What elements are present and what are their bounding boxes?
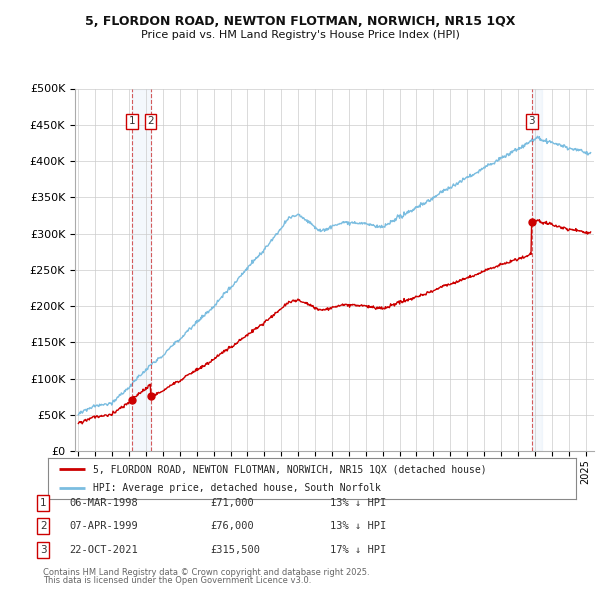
Text: 1: 1	[40, 498, 47, 507]
Text: 5, FLORDON ROAD, NEWTON FLOTMAN, NORWICH, NR15 1QX (detached house): 5, FLORDON ROAD, NEWTON FLOTMAN, NORWICH…	[93, 464, 487, 474]
Text: 5, FLORDON ROAD, NEWTON FLOTMAN, NORWICH, NR15 1QX: 5, FLORDON ROAD, NEWTON FLOTMAN, NORWICH…	[85, 15, 515, 28]
Text: Contains HM Land Registry data © Crown copyright and database right 2025.: Contains HM Land Registry data © Crown c…	[43, 568, 370, 577]
Text: 07-APR-1999: 07-APR-1999	[69, 522, 138, 531]
Text: 13% ↓ HPI: 13% ↓ HPI	[330, 522, 386, 531]
Text: 13% ↓ HPI: 13% ↓ HPI	[330, 498, 386, 507]
Text: 2: 2	[40, 522, 47, 531]
Text: 3: 3	[40, 545, 47, 555]
Text: Price paid vs. HM Land Registry's House Price Index (HPI): Price paid vs. HM Land Registry's House …	[140, 30, 460, 40]
Text: £76,000: £76,000	[210, 522, 254, 531]
Text: 22-OCT-2021: 22-OCT-2021	[69, 545, 138, 555]
Text: This data is licensed under the Open Government Licence v3.0.: This data is licensed under the Open Gov…	[43, 576, 311, 585]
Text: HPI: Average price, detached house, South Norfolk: HPI: Average price, detached house, Sout…	[93, 483, 381, 493]
Text: 06-MAR-1998: 06-MAR-1998	[69, 498, 138, 507]
Text: 3: 3	[529, 116, 535, 126]
Bar	[132, 88, 151, 451]
Text: £315,500: £315,500	[210, 545, 260, 555]
Bar	[532, 88, 542, 451]
Text: £71,000: £71,000	[210, 498, 254, 507]
Text: 17% ↓ HPI: 17% ↓ HPI	[330, 545, 386, 555]
Text: 1: 1	[129, 116, 136, 126]
Text: 2: 2	[147, 116, 154, 126]
